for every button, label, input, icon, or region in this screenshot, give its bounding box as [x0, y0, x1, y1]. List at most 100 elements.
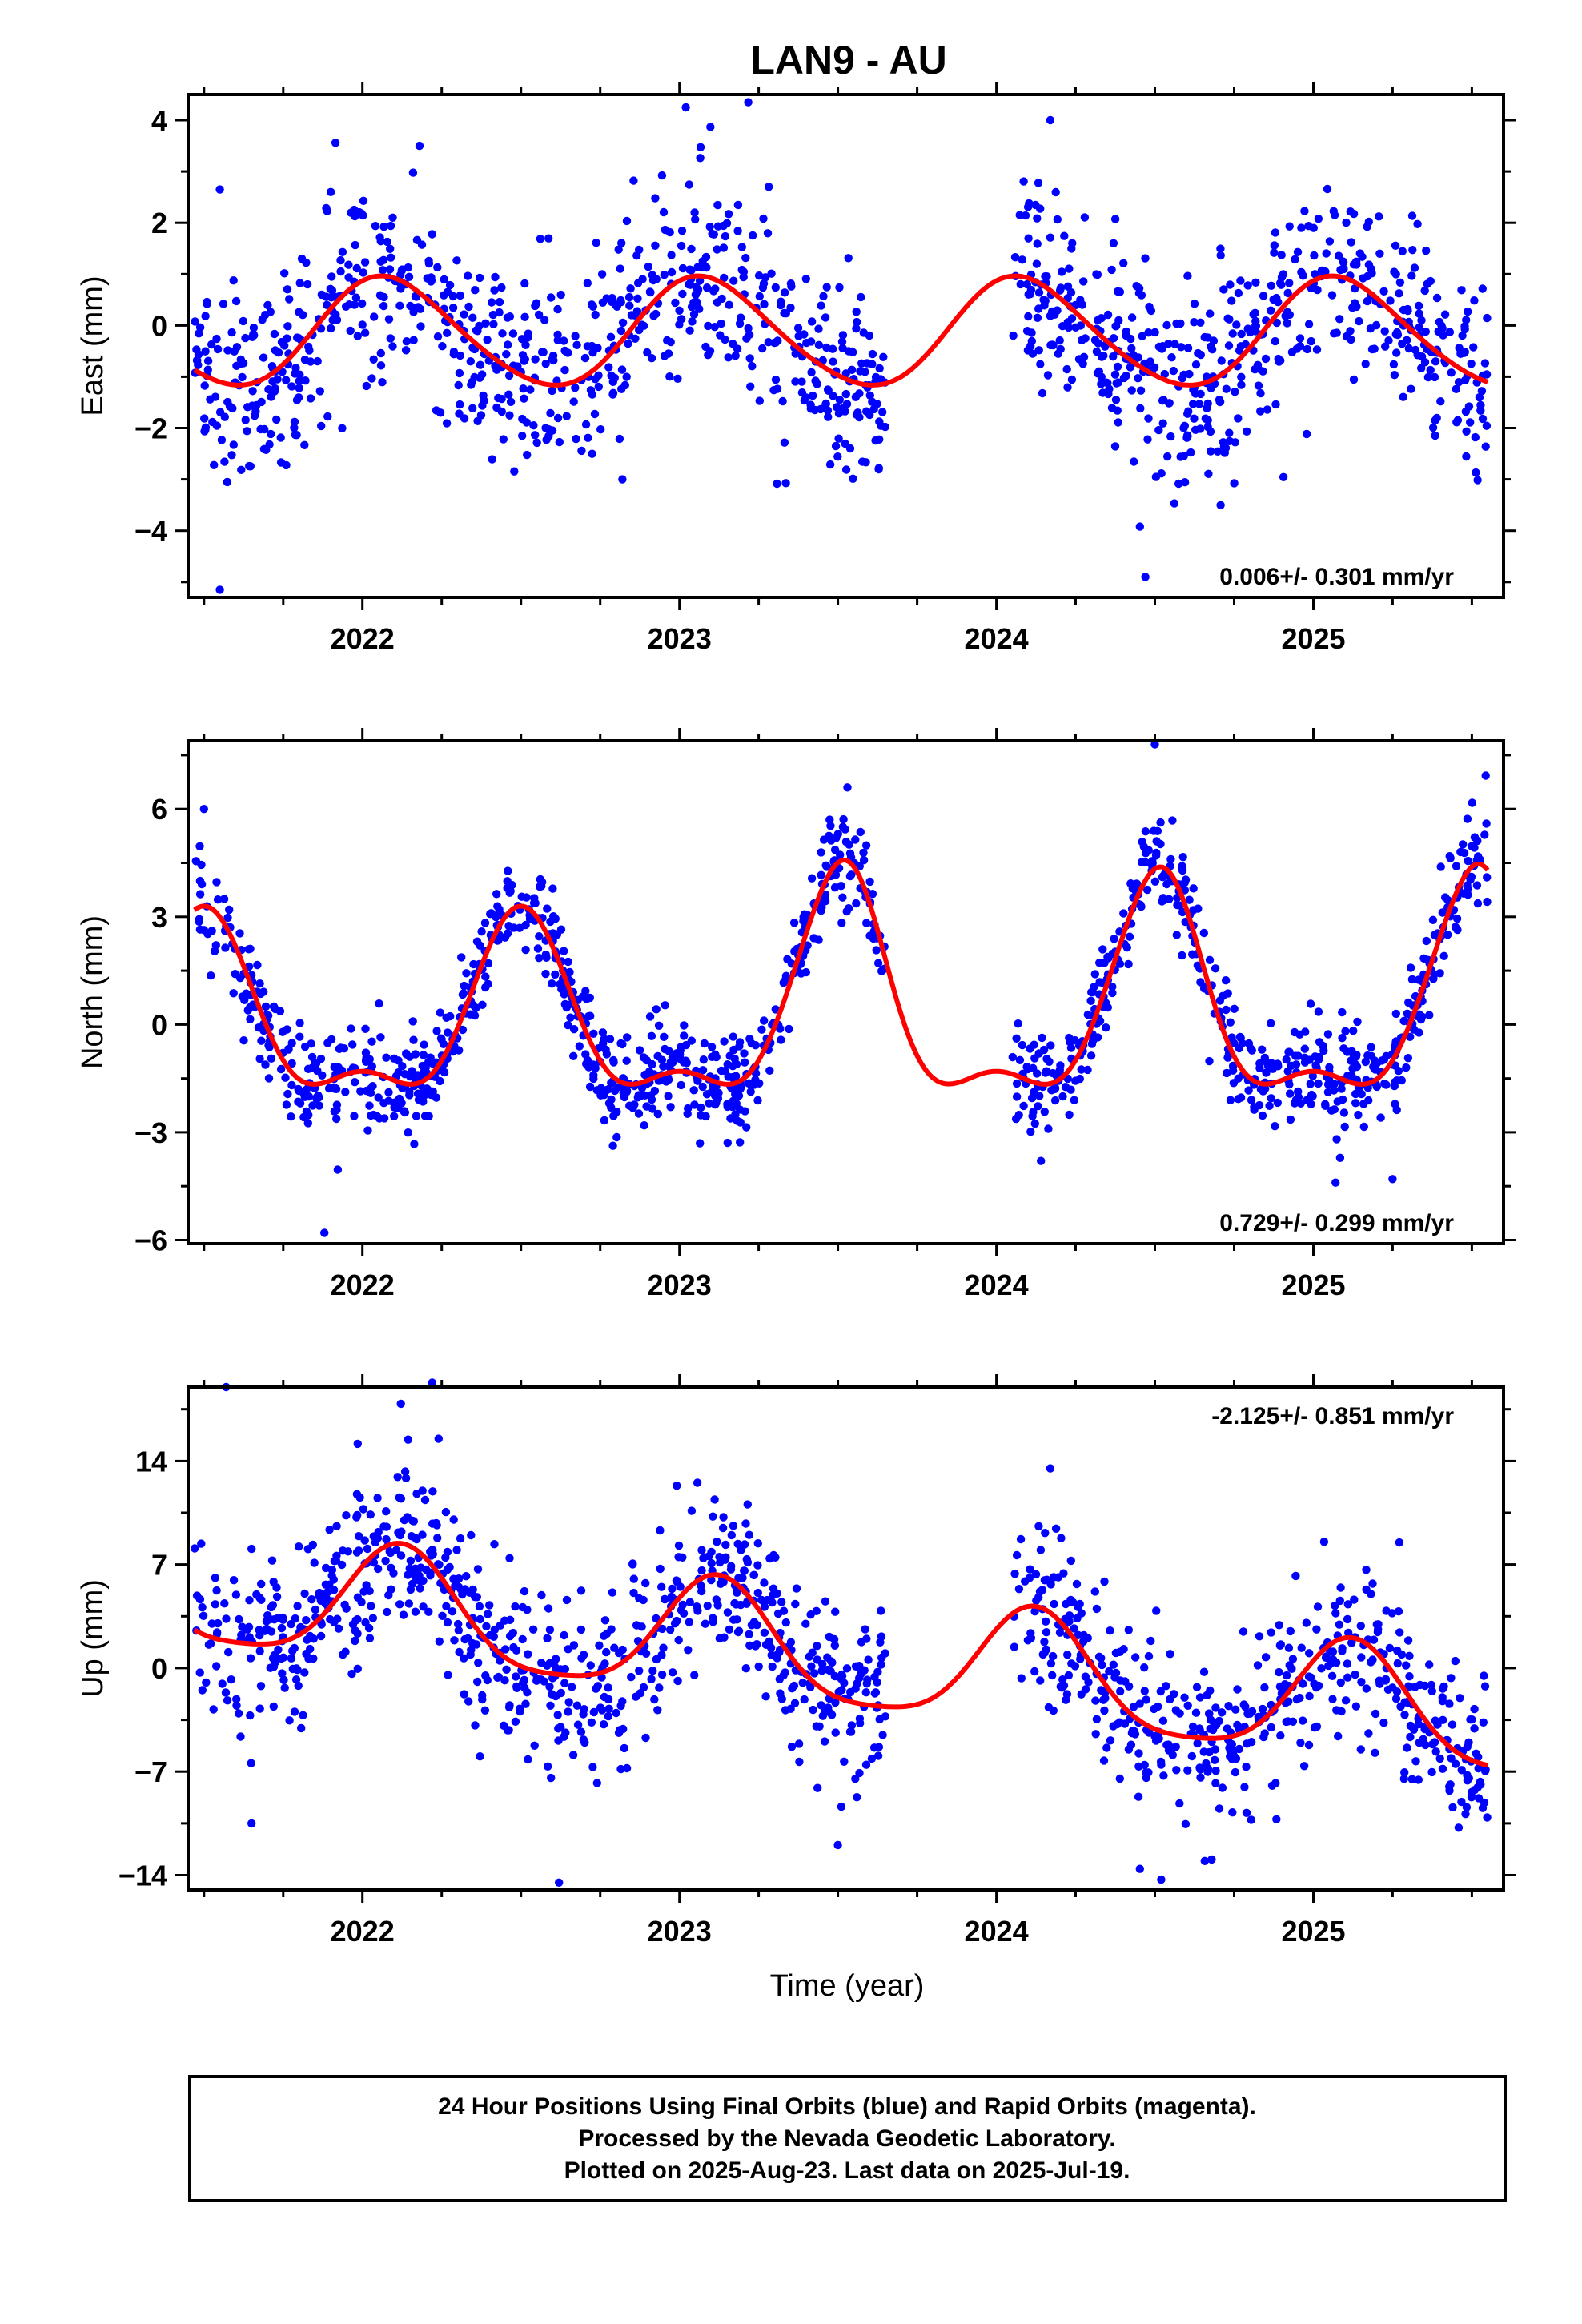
data-point	[462, 969, 471, 978]
data-point	[520, 1586, 529, 1596]
data-point	[842, 1664, 852, 1673]
data-point	[1452, 384, 1461, 393]
data-point	[384, 315, 394, 324]
data-point	[1407, 384, 1415, 393]
data-point	[1272, 293, 1281, 303]
data-point	[1406, 1732, 1415, 1742]
data-point	[1030, 1607, 1039, 1616]
data-point	[1394, 1607, 1403, 1616]
data-point	[841, 389, 851, 399]
data-point	[505, 1701, 514, 1710]
data-point	[1166, 432, 1175, 441]
data-point	[1460, 848, 1469, 858]
data-point	[1268, 1064, 1277, 1073]
data-point	[378, 378, 387, 387]
data-point	[560, 1679, 569, 1687]
data-point	[323, 1588, 332, 1597]
east-plot-frame	[187, 93, 1505, 599]
data-point	[1483, 1813, 1492, 1822]
data-point	[1010, 253, 1020, 262]
data-point	[1076, 321, 1086, 330]
data-point	[1452, 914, 1462, 923]
data-point	[386, 244, 395, 253]
data-point	[405, 1091, 414, 1100]
data-point	[1271, 1122, 1279, 1131]
data-point	[857, 292, 865, 302]
data-point	[1463, 814, 1472, 823]
data-point	[1335, 1620, 1344, 1629]
data-point	[523, 450, 532, 460]
data-point	[793, 324, 803, 332]
data-point	[616, 1701, 625, 1711]
data-point	[351, 240, 359, 250]
data-point	[1457, 286, 1466, 295]
data-point	[565, 967, 574, 977]
data-point	[1329, 207, 1339, 215]
data-point	[543, 1634, 552, 1642]
data-point	[1140, 1760, 1149, 1770]
data-point	[786, 304, 795, 312]
data-point	[1018, 255, 1027, 264]
data-point	[1260, 1683, 1269, 1692]
data-point	[1033, 313, 1042, 322]
data-point	[303, 1064, 313, 1074]
data-point	[1399, 392, 1407, 401]
data-point	[369, 1558, 379, 1567]
data-point	[382, 1522, 391, 1531]
data-point	[1476, 406, 1485, 415]
y-tick-label: 0	[151, 1008, 167, 1041]
data-point	[1403, 1743, 1411, 1752]
data-point	[1338, 1034, 1347, 1043]
data-point	[1144, 328, 1153, 337]
data-point	[267, 392, 275, 401]
data-point	[685, 1598, 694, 1606]
data-point	[1437, 321, 1446, 330]
data-point	[489, 320, 498, 328]
data-point	[428, 1546, 437, 1554]
data-point	[877, 1606, 885, 1615]
data-point	[1311, 1061, 1320, 1070]
data-point	[1317, 1664, 1326, 1673]
data-point	[1162, 320, 1171, 330]
data-point	[246, 1711, 255, 1720]
data-point	[1033, 239, 1042, 248]
data-point	[270, 329, 279, 339]
data-point	[375, 999, 383, 1008]
data-point	[841, 465, 851, 474]
data-point	[1231, 1754, 1241, 1763]
data-point	[1180, 1693, 1189, 1702]
data-point	[273, 375, 282, 384]
data-point	[513, 362, 522, 371]
data-point	[831, 1728, 840, 1737]
data-point	[487, 298, 496, 307]
data-point	[1196, 1773, 1205, 1782]
data-point	[1012, 1079, 1022, 1088]
data-point	[1475, 393, 1484, 402]
data-point	[540, 316, 549, 324]
data-point	[848, 347, 857, 356]
data-point	[628, 1559, 637, 1568]
data-point	[545, 1626, 555, 1634]
data-point	[1010, 1642, 1019, 1651]
data-point	[586, 386, 596, 395]
data-point	[1095, 978, 1104, 987]
data-point	[1172, 1766, 1181, 1775]
data-point	[1319, 1046, 1328, 1055]
data-point	[839, 406, 848, 415]
data-point	[1127, 313, 1137, 322]
data-point	[1010, 1570, 1019, 1578]
data-point	[664, 1092, 673, 1100]
data-point	[599, 1720, 608, 1729]
data-point	[1271, 1779, 1280, 1787]
data-point	[358, 320, 367, 329]
data-point	[830, 1671, 840, 1681]
data-point	[1196, 978, 1205, 987]
data-point	[525, 915, 535, 923]
data-point	[564, 1645, 572, 1654]
data-point	[847, 1721, 857, 1730]
data-point	[745, 1079, 754, 1088]
data-point	[1042, 1067, 1051, 1076]
data-point	[327, 1566, 337, 1574]
data-point	[1045, 1057, 1054, 1067]
data-point	[199, 1611, 208, 1621]
